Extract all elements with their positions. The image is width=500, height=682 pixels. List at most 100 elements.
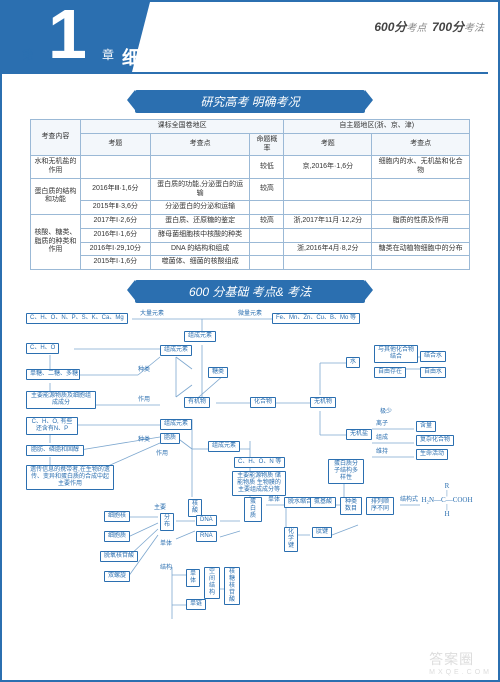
cell: 蛋白质的功能,分泌蛋白的运输 (150, 178, 250, 201)
box-shuangluoxuan: 双螺旋 (104, 571, 130, 582)
box-lipid: 脂质 (160, 433, 180, 444)
lab-danti: 单体 (160, 541, 174, 548)
box-jiegou2: 空间结构 (204, 567, 220, 599)
box-cho: C、H、O (26, 343, 59, 354)
lab-he2a: 种类 (138, 367, 150, 374)
th-national: 课标全国卷地区 (80, 120, 284, 134)
box-ziyou: 自由存在 (374, 367, 406, 378)
exam-table: 考查内容 课标全国卷地区 自主题地区(浙、京、津) 考题 考查点 命题概率 考题… (30, 119, 470, 270)
table-row: 考查内容 课标全国卷地区 自主题地区(浙、京、津) (31, 120, 470, 134)
cell: 分泌蛋白的分泌和运输 (150, 201, 250, 215)
box-hanliang: 含量 (416, 421, 436, 432)
cell (372, 201, 470, 215)
box-aminosuan: 氨基酸 (310, 497, 336, 508)
cell: 较高 (250, 178, 284, 201)
box-micro: Fe、Mn、Zn、Cu、B、Mo 等 (272, 313, 360, 324)
lab-jiegoushi: 结构式 (400, 497, 418, 504)
box-zucheng-yuansu: 组成元素 (184, 331, 216, 342)
cell (250, 201, 284, 215)
cell (372, 256, 470, 270)
lab-he3a: 作用 (138, 397, 150, 404)
lab-jishao: 极少 (380, 409, 392, 416)
cell: 浙,2016年4月·8,2分 (284, 242, 372, 256)
amino-acid-formula: R | H₂N—C—COOH | H (420, 483, 474, 518)
chapter-number: 1 (48, 0, 87, 74)
chapter-prefix: 第 (22, 46, 34, 63)
cell (284, 178, 372, 201)
lab-zucheng: 组成 (376, 435, 388, 442)
box-fenbu: 分布 (160, 513, 174, 531)
box-sugar-role: 主要能源物质及细胞组成成分 (26, 391, 96, 409)
box-wuji: 无机物 (310, 397, 336, 408)
cell (372, 178, 470, 201)
section1-title: 研究高考 明确考况 (135, 90, 365, 113)
lab-macro: 大量元素 (140, 311, 164, 318)
cell (284, 201, 372, 215)
box-he1a: 组成元素 (160, 345, 192, 356)
score-badge: 600分考点 700分考法 (374, 18, 484, 35)
cell: 糖类在动植物细胞中的分布 (372, 242, 470, 256)
lab-weichi: 维持 (376, 449, 388, 456)
watermark: 答案圈 MXQE.COM (429, 649, 492, 676)
cell: 2015年Ⅱ·3,6分 (80, 201, 150, 215)
box-taijian: 肽键 (312, 527, 332, 538)
table-row: 2015年Ⅱ·3,6分分泌蛋白的分泌和运输 (31, 201, 470, 215)
box-he1b: 组成元素 (160, 419, 192, 430)
cell: 酵母菌细胞核中核酸的种类 (150, 228, 250, 242)
table-row: 水和无机盐的作用较低京,2016年·1,6分细胞内的水、无机盐和化合物 (31, 156, 470, 179)
box-chon-lipid: C、H、O, 有些还含有N、P (26, 417, 78, 435)
table-row: 2015年Ⅰ·1,6分噬菌体、细菌的核酸组成 (31, 256, 470, 270)
box-shengming: 生命活动 (416, 449, 448, 460)
box-water: 水 (346, 357, 360, 368)
lab-jiegou: 结构 (160, 565, 174, 572)
cell (284, 228, 372, 242)
box-danbai: 蛋白质 (244, 497, 262, 522)
lab-he3b: 作用 (156, 451, 168, 458)
box-fuza: 复杂化合物 (416, 435, 454, 446)
box-yuhuahe: 与其他化合物结合 (374, 345, 418, 363)
cell (372, 228, 470, 242)
cell: 京,2016年·1,6分 (284, 156, 372, 179)
cell (250, 228, 284, 242)
box-dna: DNA (196, 515, 217, 526)
box-sugars: 糖类 (208, 367, 228, 378)
box-zhonglei: 种类 数目 (340, 497, 362, 515)
cell: 蛋白质、还原糖的鉴定 (150, 215, 250, 229)
table-row: 考题 考查点 命题概率 考题 考查点 (31, 133, 470, 156)
box-chon: C、H、O、N 等 (234, 457, 285, 468)
th-auto: 自主题地区(浙、京、津) (284, 120, 470, 134)
cell (284, 256, 372, 270)
cell: 脂质的性质及作用 (372, 215, 470, 229)
table-row: 核酸、糖类、脂质的种类和作用2017年Ⅰ·2,6分蛋白质、还原糖的鉴定较高浙,2… (31, 215, 470, 229)
box-xibaozhi: 细胞质 (104, 531, 130, 542)
cell-topic: 水和无机盐的作用 (31, 156, 81, 179)
header-underline (2, 72, 488, 74)
box-zhuyao: 主要能源物质 储能物质 生物膜的主要组成成分等 (232, 471, 286, 496)
box-ziyou-water: 自由水 (420, 367, 446, 378)
th-rate: 命题概率 (250, 133, 284, 156)
box-xibaohe: 细胞核 (104, 511, 130, 522)
box-he1c: 组成元素 (208, 441, 240, 452)
box-huahewu: 化合物 (250, 397, 276, 408)
cell-topic: 核酸、糖类、脂质的种类和作用 (31, 215, 81, 270)
box-sugar-types: 单糖、二糖、多糖 (26, 369, 80, 380)
cell: DNA 的结构和组成 (150, 242, 250, 256)
cell (150, 156, 250, 179)
th-kp: 考查点 (150, 133, 250, 156)
th-topic: 考查内容 (31, 120, 81, 156)
lab-lizi: 离子 (376, 421, 388, 428)
box-lipid-types: 脂肪、磷脂和固醇 (26, 445, 84, 456)
cell: 2016年Ⅰ·29,10分 (80, 242, 150, 256)
cell: 噬菌体、细菌的核酸组成 (150, 256, 250, 270)
table-row: 2016年Ⅰ·1,6分酵母菌细胞核中核酸的种类 (31, 228, 470, 242)
header: 1 第 章 细胞的分子组成 600分考点 700分考法 (2, 2, 498, 80)
cell: 2017年Ⅰ·2,6分 (80, 215, 150, 229)
box-hegan: 核糖核苷酸 (224, 567, 240, 605)
concept-map: C、H、O、N、P、S、K、Ca、Mg 大量元素 组成元素 微量元素 Fe、Mn… (20, 309, 480, 669)
th-q: 考题 (80, 133, 150, 156)
cell (250, 256, 284, 270)
th-kp2: 考查点 (372, 133, 470, 156)
table-row: 2016年Ⅰ·29,10分DNA 的结构和组成 浙,2016年4月·8,2分糖类在… (31, 242, 470, 256)
box-huaxue: 化学键 (284, 527, 298, 552)
box-wujiyan: 无机盐 (346, 429, 372, 440)
